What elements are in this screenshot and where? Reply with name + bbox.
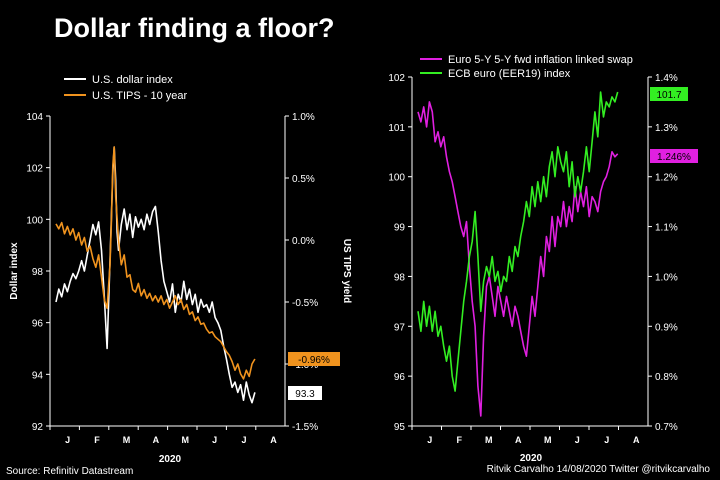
left-chart-right-tick-label: -1.5% bbox=[292, 422, 318, 433]
legend-label-euro-index: ECB euro (EER19) index bbox=[448, 68, 571, 80]
right-chart-month-label: J bbox=[604, 435, 609, 445]
right-chart-month-label: M bbox=[544, 435, 552, 445]
legend-label-tips: U.S. TIPS - 10 year bbox=[92, 90, 188, 102]
dollar-end-tag bbox=[288, 386, 322, 400]
left-chart-month-label: F bbox=[94, 435, 100, 445]
right-chart-left-tick-label: 97 bbox=[394, 322, 406, 333]
right-chart-right-tick-label: 0.8% bbox=[655, 372, 678, 383]
right-chart-left-tick-label: 100 bbox=[388, 173, 405, 184]
right-chart-right-tick-label: 0.7% bbox=[655, 422, 678, 433]
left-chart-left-tick-label: 96 bbox=[32, 319, 44, 330]
left-chart-month-label: M bbox=[181, 435, 189, 445]
left-chart-right-tick-label: -0.5% bbox=[292, 298, 318, 309]
euro-index-end-value: 101.7 bbox=[656, 90, 681, 101]
right-chart-left-tick-label: 95 bbox=[394, 422, 406, 433]
left-chart-left-tick-label: 100 bbox=[26, 215, 43, 226]
right-chart-series-line-0 bbox=[417, 101, 619, 417]
source-note: Source: Refinitiv Datastream bbox=[6, 466, 133, 477]
right-chart-left-tick-label: 102 bbox=[388, 73, 405, 84]
right-chart-right-tick-label: 1.0% bbox=[655, 272, 678, 283]
right-chart-month-label: F bbox=[456, 435, 462, 445]
right-chart-month-label: A bbox=[515, 435, 522, 445]
right-chart-left-tick-label: 99 bbox=[394, 223, 406, 234]
left-chart-year-label: 2020 bbox=[159, 454, 182, 465]
left-chart-series-line-0 bbox=[55, 146, 256, 404]
right-chart-month-label: A bbox=[633, 435, 640, 445]
right-chart-month-label: J bbox=[427, 435, 432, 445]
left-chart-left-tick-label: 104 bbox=[26, 112, 43, 123]
left-chart-left-tick-label: 92 bbox=[32, 422, 44, 433]
right-chart-left-ticks: 102 101 100 99 98 97 96 95 bbox=[388, 73, 412, 433]
right-chart-left-tick-label: 98 bbox=[394, 272, 406, 283]
left-chart-month-label: J bbox=[65, 435, 70, 445]
right-chart-right-tick-label: 1.3% bbox=[655, 123, 678, 134]
right-chart-right-tick-label: 1.1% bbox=[655, 223, 678, 234]
left-chart-series bbox=[55, 146, 256, 404]
right-chart-year-label: 2020 bbox=[520, 453, 543, 464]
right-chart-right-ticks: 1.4% 1.3% 1.2% 1.1% 1.0% 0.9% 0.8% 0.7% bbox=[648, 73, 678, 433]
left-chart-left-tick-label: 102 bbox=[26, 164, 43, 175]
left-chart-right-axis-label: US TIPS yield bbox=[341, 239, 352, 303]
left-chart-series-line-1 bbox=[55, 146, 256, 380]
inflation-swap-end-tag bbox=[650, 149, 698, 163]
left-chart-month-label: A bbox=[153, 435, 160, 445]
right-chart-month-label: M bbox=[485, 435, 493, 445]
left-chart-right-tick-label: 0.5% bbox=[292, 174, 315, 185]
left-chart-left-tick-label: 94 bbox=[32, 370, 44, 381]
right-chart: 102 101 100 99 98 97 96 95 1.4% 1.3% 1.2% 1.1% 1.0%… bbox=[388, 54, 698, 464]
right-chart-right-tick-label: 0.9% bbox=[655, 322, 678, 333]
page-title: Dollar finding a floor? bbox=[54, 13, 334, 43]
credit-note: Ritvik Carvalho 14/08/2020 Twitter @ritv… bbox=[487, 464, 711, 475]
left-chart-left-axis-label: Dollar index bbox=[9, 242, 20, 300]
right-chart-left-tick-label: 96 bbox=[394, 372, 406, 383]
left-chart-left-ticks: 104 102 100 98 96 94 92 bbox=[26, 112, 50, 433]
right-chart-left-tick-label: 101 bbox=[388, 123, 405, 134]
left-chart-right-tick-label: 1.0% bbox=[292, 112, 315, 123]
right-chart-series-line-1 bbox=[417, 91, 619, 392]
tips-end-tag bbox=[288, 352, 340, 366]
left-chart-month-label: J bbox=[212, 435, 217, 445]
tips-end-value: -0.96% bbox=[298, 355, 330, 366]
left-chart-left-tick-label: 98 bbox=[32, 267, 44, 278]
left-chart-month-label: J bbox=[242, 435, 247, 445]
legend-label-inflation-swap: Euro 5-Y 5-Y fwd inflation linked swap bbox=[448, 54, 633, 66]
right-chart-right-tick-label: 1.4% bbox=[655, 73, 678, 84]
legend-label-dollar: U.S. dollar index bbox=[92, 74, 173, 86]
right-chart-right-tick-label: 1.2% bbox=[655, 173, 678, 184]
right-chart-month-label: J bbox=[575, 435, 580, 445]
left-chart-month-label: A bbox=[270, 435, 277, 445]
inflation-swap-end-value: 1.246% bbox=[657, 152, 691, 163]
left-chart-month-label: M bbox=[123, 435, 131, 445]
right-chart-series bbox=[417, 91, 619, 417]
euro-index-end-tag bbox=[650, 87, 688, 101]
dollar-end-value: 93.3 bbox=[295, 389, 315, 400]
left-chart-right-tick-label: 0.0% bbox=[292, 236, 315, 247]
